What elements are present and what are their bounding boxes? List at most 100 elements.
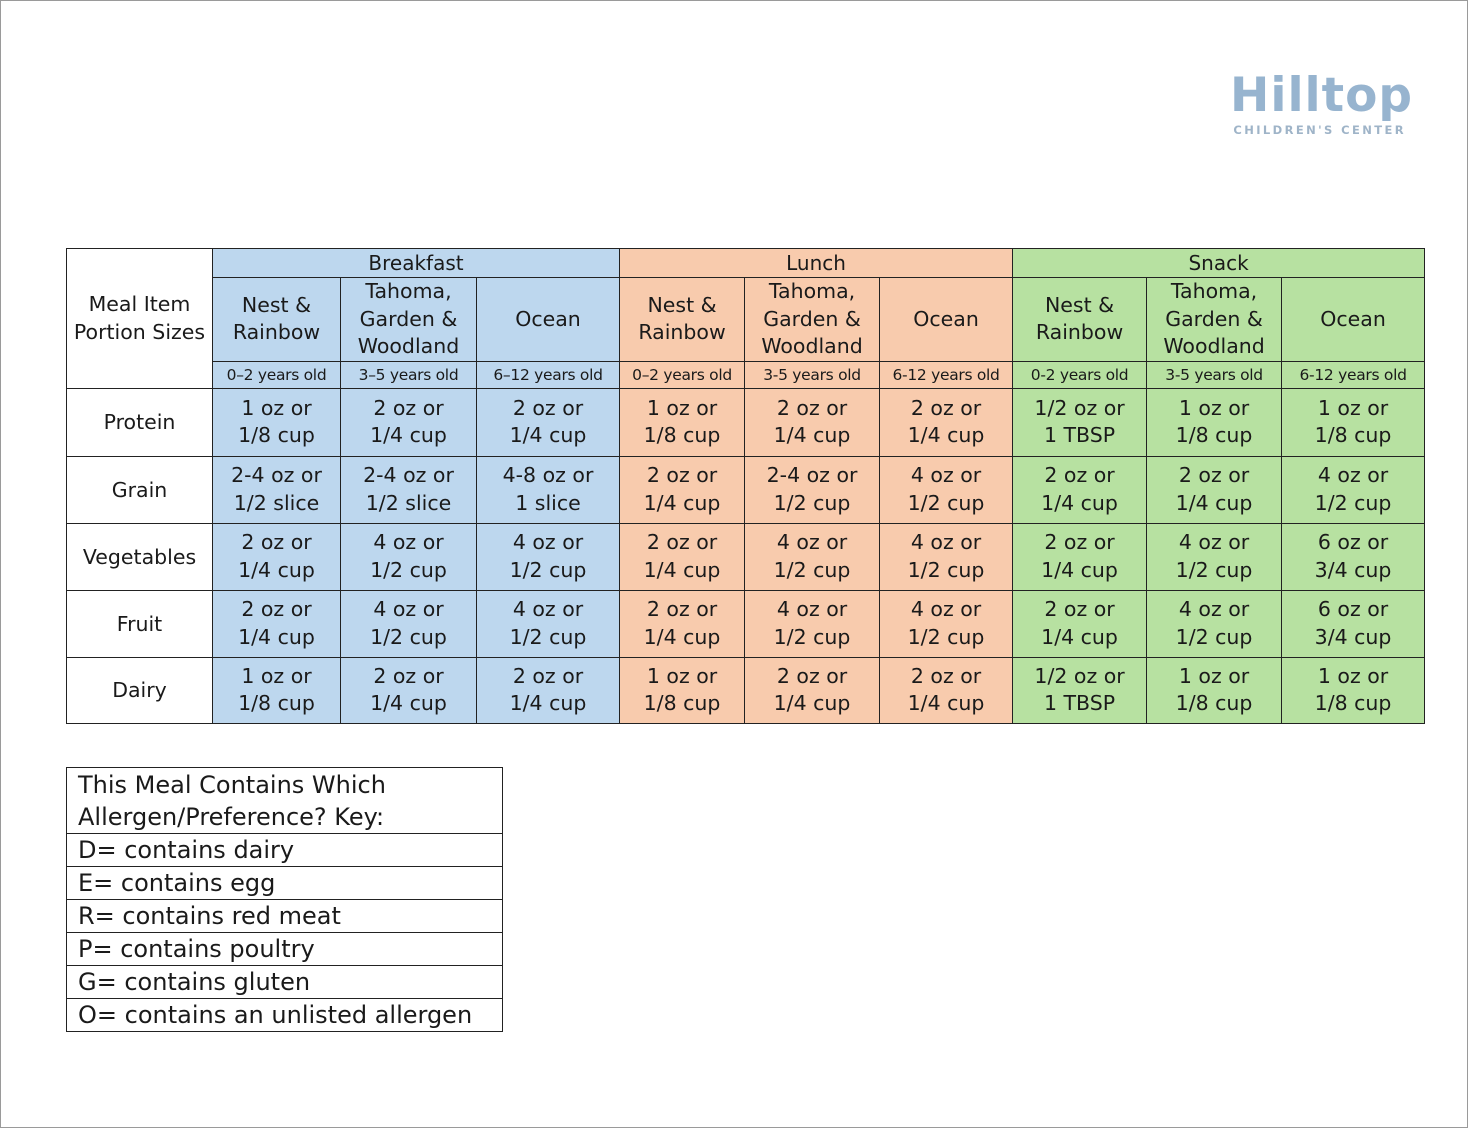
cell-line: Nest & (241, 292, 312, 317)
cell-line: 4 oz or (373, 530, 444, 554)
cell-line: Rainbow (638, 320, 726, 345)
portion-cell: 2 oz or 1/4 cup (475, 656, 621, 724)
portion-cell: 2 oz or 1/4 cup (475, 387, 621, 457)
cell-line: 1/2 cup (1175, 557, 1253, 582)
table-row: Fruit 2 oz or 1/4 cup 4 oz or 1/2 cup 4 oz or… (66, 589, 1426, 658)
cell-line: 1/4 cup (643, 490, 721, 515)
portion-cell: 4 oz or 1/2 cup (879, 455, 1014, 524)
key-item: P= contains poultry (66, 932, 503, 966)
cell-line: 1/8 cup (1175, 691, 1253, 715)
meal-item-label: Grain (66, 455, 213, 524)
portion-cell: 4 oz or 1/2 cup (1281, 455, 1426, 524)
cell-line: 1/4 cup (907, 423, 985, 447)
cell-line: 1/4 cup (509, 423, 587, 447)
cell-line: 1/8 cup (1175, 423, 1253, 447)
cell-line: Tahoma, (1170, 279, 1258, 303)
portion-cell: 2 oz or 1/4 cup (1012, 522, 1148, 591)
cell-line: 1/4 cup (1041, 557, 1118, 582)
portion-cell: 2 oz or 1/4 cup (744, 656, 881, 724)
logo-subtitle: CHILDREN'S CENTER (1233, 123, 1406, 137)
cell-line: Garden & (763, 306, 861, 331)
table-row: Protein 1 oz or 1/8 cup 2 oz or 1/4 cup 2 oz … (66, 387, 1426, 457)
meal-header: Breakfast (211, 248, 621, 278)
cell-line: 1/2 oz or (1034, 395, 1125, 420)
cell-line: Woodland (1163, 334, 1265, 358)
cell-line: 1/8 cup (643, 423, 721, 447)
portion-cell: 1 oz or 1/8 cup (212, 387, 341, 457)
portion-cell: 4 oz or 1/2 cup (879, 589, 1014, 658)
cell-line: Rainbow (232, 320, 321, 345)
key-item: E= contains egg (66, 866, 503, 900)
key-header-row: This Meal Contains Which Allergen/Prefer… (66, 767, 503, 834)
meal-item-label: Fruit (66, 589, 213, 658)
portion-cell: 2 oz or 1/4 cup (340, 656, 477, 724)
group-header: Nest & Rainbow (619, 277, 746, 362)
meal-header: Lunch (619, 248, 1014, 278)
cell-line: 2 oz or (1044, 463, 1115, 487)
cell-line: 1/4 cup (773, 691, 851, 715)
table-row: Grain 2-4 oz or 1/2 slice 2-4 oz or 1/2 slic… (66, 455, 1426, 524)
portion-cell: 2 oz or 1/4 cup (619, 589, 746, 658)
key-row: E= contains egg (66, 866, 503, 900)
cell-line: Woodland (761, 334, 863, 358)
group-header: Ocean (879, 277, 1014, 362)
age-cell: 3-5 years old (744, 360, 881, 389)
portion-cell: 6 oz or 3/4 cup (1281, 589, 1426, 658)
cell-line: 1 slice (515, 490, 581, 515)
group-header: Ocean (475, 277, 621, 362)
cell-line: 1 oz or (646, 663, 718, 688)
cell-line: 2 oz or (1044, 530, 1115, 554)
portion-cell: 4 oz or 1/2 cup (1146, 522, 1283, 591)
cell-line: 1/2 oz or (1034, 663, 1125, 688)
cell-line: Ocean (1320, 306, 1386, 331)
portion-cell: 1/2 oz or 1 TBSP (1012, 387, 1148, 457)
meal-item-label: Dairy (66, 656, 213, 724)
cell-line: 2 oz or (910, 663, 982, 688)
group-header: Nest & Rainbow (1012, 277, 1148, 362)
cell-line: 1/4 cup (238, 557, 315, 582)
cell-line: 2 oz or (776, 663, 848, 688)
meal-header: Snack (1012, 248, 1426, 278)
portion-cell: 2 oz or 1/4 cup (879, 387, 1014, 457)
portion-cell: 4 oz or 1/2 cup (879, 522, 1014, 591)
cell-line: 1/8 cup (238, 423, 315, 447)
table-row: Vegetables 2 oz or 1/4 cup 4 oz or 1/2 cup 4 … (66, 522, 1426, 591)
cell-line: 2 oz or (910, 395, 982, 420)
cell-line: 1/2 cup (509, 624, 587, 649)
cell-line: 1/4 cup (773, 423, 851, 447)
cell-line: 1/2 slice (233, 490, 320, 515)
portion-cell: 2 oz or 1/4 cup (212, 522, 341, 591)
portion-cell: 4 oz or 1/2 cup (340, 589, 477, 658)
key-row: D= contains dairy (66, 833, 503, 867)
meal-header-row: Meal Item Portion Sizes Breakfast Lunch Sna… (66, 248, 1426, 389)
group-header: Ocean (1281, 277, 1426, 362)
portion-cell: 4 oz or 1/2 cup (744, 589, 881, 658)
cell-line: 2 oz or (241, 530, 312, 554)
cell-line: 4 oz or (1178, 597, 1250, 621)
cell-line: 1/8 cup (238, 691, 315, 715)
cell-line: 1/4 cup (370, 691, 447, 715)
cell-line: 1 oz or (241, 663, 312, 688)
cell-line: 1/4 cup (643, 557, 721, 582)
age-cell: 3-5 years old (1146, 360, 1283, 389)
age-row: 0–2 years old 3–5 years old 6–12 years old… (67, 360, 1426, 389)
cell-line: 4 oz or (512, 530, 584, 554)
cell-line: 2 oz or (646, 530, 718, 554)
portion-cell: 4 oz or 1/2 cup (340, 522, 477, 591)
portion-cell: 1 oz or 1/8 cup (619, 656, 746, 724)
cell-line: 1 oz or (646, 395, 718, 420)
meal-item-label: Protein (66, 387, 213, 457)
cell-line: 4 oz or (1317, 463, 1389, 487)
cell-line: 1/2 cup (773, 490, 851, 515)
key-row: P= contains poultry (66, 932, 503, 966)
cell-line: 4 oz or (1178, 530, 1250, 554)
cell-line: 4 oz or (910, 530, 982, 554)
cell-line: 1 oz or (1317, 663, 1389, 688)
cell-line: 1/2 slice (365, 490, 452, 515)
cell-line: 1/4 cup (370, 423, 447, 447)
cell-line: 1/8 cup (1314, 691, 1392, 715)
cell-line: 1/2 cup (370, 624, 447, 649)
cell-line: Tahoma, (365, 279, 452, 303)
key-row: O= contains an unlisted allergen (66, 998, 503, 1032)
cell-line: 4 oz or (910, 597, 982, 621)
